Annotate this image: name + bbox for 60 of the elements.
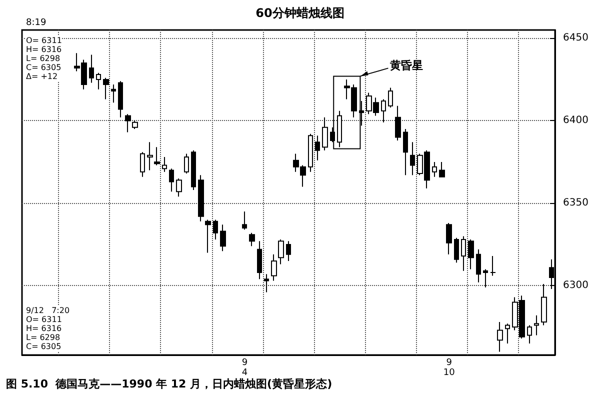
candlestick — [191, 150, 196, 191]
candlestick — [96, 72, 101, 90]
candlestick — [184, 153, 189, 174]
x-tick-label: 9 4 — [242, 358, 248, 378]
candlestick — [147, 142, 153, 171]
x-tick-label: 9 10 — [443, 358, 456, 378]
chart-title: 60分钟蜡烛线图 — [256, 6, 344, 20]
candlestick — [468, 239, 474, 270]
candlestick — [446, 222, 452, 255]
candlestick — [286, 240, 291, 262]
candlestick — [271, 254, 277, 282]
annotation: 黄昏星 — [389, 59, 424, 72]
y-tick-label: 6300 — [563, 280, 588, 292]
candlestick — [432, 161, 437, 178]
candlestick — [315, 135, 320, 161]
candlestick — [278, 239, 284, 265]
y-tick-label: 6400 — [563, 115, 588, 126]
y-tick-label: 6350 — [563, 198, 588, 209]
candlestick — [132, 120, 138, 130]
candlestick — [410, 142, 415, 176]
candlestick — [205, 219, 211, 254]
candlestick — [395, 105, 401, 142]
candlestick — [497, 322, 503, 352]
candlestick — [220, 224, 226, 252]
candlestick — [534, 314, 539, 336]
candlestick — [242, 210, 247, 230]
candlestick — [403, 128, 408, 176]
candlestick — [322, 116, 328, 151]
candlestick — [476, 248, 481, 283]
candlestick — [140, 152, 145, 178]
candlestick — [461, 236, 466, 272]
candlestick — [213, 219, 218, 240]
candlestick — [125, 114, 131, 133]
candlestick — [439, 161, 445, 178]
annotation: 9/12 7:20 O= 6311 H= 6316 L= 6298 C= 6305 — [26, 306, 70, 351]
candlestick — [103, 77, 109, 100]
candlestick — [154, 146, 160, 166]
candlestick — [264, 274, 269, 293]
candlestick — [308, 133, 313, 172]
candlestick — [483, 268, 488, 288]
candlestick — [527, 324, 532, 344]
candlestick — [169, 168, 174, 192]
annotation: O= 6311 H= 6316 L= 6298 C= 6305 Δ= +12 — [26, 36, 62, 81]
candlestick — [490, 256, 496, 276]
candlestick — [176, 178, 182, 198]
candlestick — [249, 232, 255, 247]
candlestick — [111, 84, 116, 104]
candlestick — [257, 240, 262, 280]
y-tick-label: 6450 — [563, 32, 588, 44]
candlestick — [505, 323, 510, 344]
candlestick — [89, 54, 94, 84]
candlestick — [118, 80, 123, 118]
candlestick — [381, 98, 386, 123]
text: 8:19 — [26, 18, 46, 28]
candlestick — [541, 284, 547, 326]
candlestick — [162, 156, 167, 172]
caption: 图 5.10 德国马克——1990 年 12 月，日内蜡烛图(黄昏星形态) — [6, 378, 332, 390]
candlestick — [198, 174, 204, 222]
candlestick — [388, 87, 393, 108]
candlestick — [454, 237, 459, 264]
